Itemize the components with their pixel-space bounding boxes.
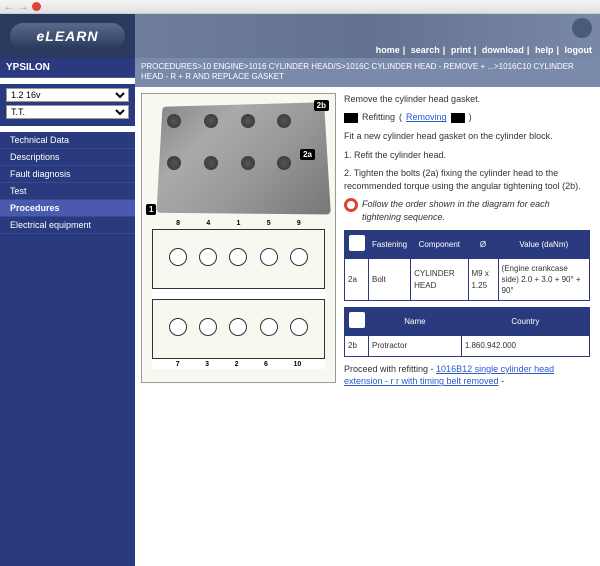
refit-toggle: Refitting ( Removing ) (344, 111, 590, 124)
model-title: YPSILON (0, 58, 135, 78)
tightening-note: Follow the order shown in the diagram fo… (344, 198, 590, 223)
main-layout: YPSILON 1.2 16v T.T. Technical Data Desc… (0, 58, 600, 566)
sidebar-nav: Technical Data Descriptions Fault diagno… (0, 132, 135, 234)
nav-print[interactable]: print (451, 45, 471, 55)
nav-search[interactable]: search (411, 45, 440, 55)
bolt-icon (349, 235, 365, 251)
refitting-label: Refitting (362, 111, 395, 124)
nav-home[interactable]: home (376, 45, 400, 55)
removing-link[interactable]: Removing (406, 111, 447, 124)
sidebar-item-descriptions[interactable]: Descriptions (0, 149, 135, 166)
cylinder-head-diagram: 2b 2a 1 84159 732610 (141, 93, 336, 383)
window-titlebar: ← → (0, 0, 600, 14)
close-icon[interactable] (32, 2, 41, 11)
callout-2a: 2a (300, 149, 315, 160)
sidebar-item-technical-data[interactable]: Technical Data (0, 132, 135, 149)
brand-badge-icon (572, 18, 592, 38)
sidebar-item-electrical[interactable]: Electrical equipment (0, 217, 135, 234)
wrench-icon (349, 312, 365, 328)
back-arrow-icon[interactable]: ← (4, 2, 14, 12)
elearn-logo: eLEARN (10, 23, 125, 49)
table-row: 2b Protractor 1.860.942.000 (345, 336, 590, 356)
sidebar-item-test[interactable]: Test (0, 183, 135, 200)
tool-table: Name Country 2b Protractor 1.860.942.000 (344, 307, 590, 356)
fastening-table: Fastening Component Ø Value (daNm) 2a Bo… (344, 230, 590, 302)
breadcrumb: PROCEDURES>10 ENGINE>1016 CYLINDER HEAD/… (135, 58, 600, 87)
forward-arrow-icon[interactable]: → (18, 2, 28, 12)
content: 2b 2a 1 84159 732610 (135, 87, 600, 566)
sidebar-item-procedures[interactable]: Procedures (0, 200, 135, 217)
nav-logout[interactable]: logout (565, 45, 593, 55)
diagram-panel: 2b 2a 1 84159 732610 (141, 93, 336, 560)
app-header: eLEARN home| search| print| download| he… (0, 14, 600, 58)
sidebar-selects: 1.2 16v T.T. (0, 84, 135, 126)
engine-select[interactable]: 1.2 16v (6, 88, 129, 102)
table-row: 2a Bolt CYLINDER HEAD M9 x 1.25 (Engine … (345, 258, 590, 301)
header-nav: home| search| print| download| help| log… (376, 45, 592, 55)
nav-download[interactable]: download (482, 45, 524, 55)
content-wrap: PROCEDURES>10 ENGINE>1016 CYLINDER HEAD/… (135, 58, 600, 566)
step-remove: Remove the cylinder head gasket. (344, 93, 590, 106)
info-icon (344, 198, 358, 212)
step-fit-gasket: Fit a new cylinder head gasket on the cy… (344, 130, 590, 143)
refit-icon (344, 113, 358, 123)
proceed-text: Proceed with refitting - 1016B12 single … (344, 363, 590, 388)
callout-1: 1 (146, 204, 156, 215)
callout-2b: 2b (314, 100, 329, 111)
transmission-select[interactable]: T.T. (6, 105, 129, 119)
sidebar-item-fault-diagnosis[interactable]: Fault diagnosis (0, 166, 135, 183)
step-2: 2. Tighten the bolts (2a) fixing the cyl… (344, 167, 590, 192)
nav-help[interactable]: help (535, 45, 554, 55)
sidebar: YPSILON 1.2 16v T.T. Technical Data Desc… (0, 58, 135, 566)
step-1: 1. Refit the cylinder head. (344, 149, 590, 162)
refit-icon-2 (451, 113, 465, 123)
instruction-text: Remove the cylinder head gasket. Refitti… (344, 93, 590, 560)
